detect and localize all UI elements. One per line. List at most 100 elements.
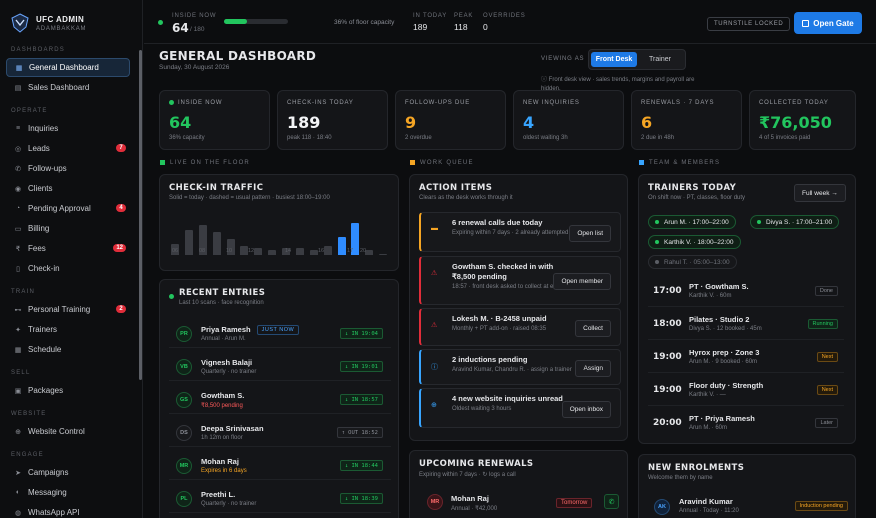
traffic-bar <box>240 245 249 255</box>
stat-sub: peak 118 · 18:40 <box>287 135 332 141</box>
schedule-sub: Divya S. · 12 booked · 45m <box>689 326 762 332</box>
full-week-button[interactable]: Full week → <box>794 184 846 202</box>
overrides-value: 0 <box>483 22 488 32</box>
sidebar-item-label: Website Control <box>28 427 85 436</box>
action-sub: Aravind Kumar, Chandru R. · assign a tra… <box>452 367 572 373</box>
avatar: GS <box>176 392 192 408</box>
trainer-chip[interactable]: Divya S. · 17:00–21:00 <box>750 215 840 229</box>
sidebar-item-trainers[interactable]: ✦ Trainers <box>6 320 130 339</box>
action-item[interactable]: ⚠ Gowtham S. checked in with ₹8,500 pend… <box>419 256 621 305</box>
entry-sub: ₹8,500 pending <box>201 403 243 409</box>
trainer-chip[interactable]: Rahul T. · 05:00–13:00 <box>648 255 737 269</box>
entry-row[interactable]: PR Priya Ramesh JUST NOW Annual · Arun M.… <box>169 320 391 348</box>
entry-row[interactable]: MR Mohan Raj Expires in 6 days ↓ IN 18:4… <box>169 452 391 480</box>
actions-subtitle: Clears as the desk works through it <box>419 195 513 201</box>
sidebar-item-label: Inquiries <box>28 124 59 133</box>
enrolment-sub: Annual · Today · 11:20 <box>679 508 739 514</box>
sidebar-item-follow-ups[interactable]: ✆ Follow-ups <box>6 159 130 178</box>
action-item[interactable]: ⓘ 2 inductions pending Aravind Kumar, Ch… <box>419 349 621 385</box>
stat-value: 9 <box>405 113 417 132</box>
action-button[interactable]: Open inbox <box>561 400 611 418</box>
action-item[interactable]: ⚠ Lokesh M. · B-2458 unpaid Monthly + PT… <box>419 308 621 346</box>
inside-now-value: 64 <box>172 21 189 35</box>
schedule-sub: Arun M. · 9 booked · 60m <box>689 359 758 365</box>
action-button[interactable]: Assign <box>575 359 611 377</box>
action-item[interactable]: ▬ 6 renewal calls due today Expiring wit… <box>419 212 621 252</box>
trainer-chip[interactable]: Karthik V. · 18:00–22:00 <box>648 235 741 249</box>
open-gate-button[interactable]: Open Gate <box>794 12 862 34</box>
action-button[interactable]: Open member <box>553 273 611 290</box>
entry-row[interactable]: GS Gowtham S. ₹8,500 pending ↓ IN 18:57 <box>169 386 391 414</box>
entry-row[interactable]: PL Preethi L. Quarterly · no trainer ↓ I… <box>169 485 391 513</box>
sidebar-item-leads[interactable]: ◎ Leads 7 <box>6 139 130 158</box>
entry-sub: Expires in 6 days <box>201 468 247 474</box>
sidebar-item-clients[interactable]: ◉ Clients <box>6 179 130 198</box>
grid-icon: ▦ <box>15 64 23 72</box>
sidebar-item-inquiries[interactable]: ≡ Inquiries <box>6 119 130 138</box>
view-front-desk-button[interactable]: Front Desk <box>591 52 637 67</box>
traffic-bar <box>254 248 263 255</box>
sidebar-item-check-in[interactable]: ▯ Check-in <box>6 259 130 278</box>
user-icon: ◉ <box>14 185 22 193</box>
sidebar-item-general-dashboard[interactable]: ▦ General Dashboard <box>6 58 130 77</box>
sidebar-scrollbar[interactable] <box>139 50 142 380</box>
traffic-subtitle: Solid = today · dashed = usual pattern ·… <box>169 195 330 201</box>
in-today-value: 189 <box>413 22 428 32</box>
sidebar-item-sales-dashboard[interactable]: ▤ Sales Dashboard <box>6 78 130 97</box>
gate-icon <box>802 19 810 27</box>
schedule-row[interactable]: 18:00 Pilates · Studio 2 Divya S. · 12 b… <box>648 308 844 340</box>
entry-row[interactable]: DS Deepa Srinivasan 1h 12m on floor ↑ OU… <box>169 419 391 447</box>
sidebar-item-packages[interactable]: ▣ Packages <box>6 381 130 400</box>
stat-card[interactable]: NEW INQUIRIES 4 oldest waiting 3h <box>513 90 624 150</box>
calendar-icon: ▦ <box>14 346 22 354</box>
whatsapp-icon: ◍ <box>14 509 22 517</box>
schedule-row[interactable]: 17:00 PT · Gowtham S. Karthik V. · 60m D… <box>648 275 844 307</box>
enrolment-row[interactable]: AK Aravind Kumar Annual · Today · 11:20 … <box>648 493 848 518</box>
sidebar-item-schedule[interactable]: ▦ Schedule <box>6 340 130 359</box>
entry-time-tag: ↓ IN 18:39 <box>339 493 383 504</box>
inside-capacity: / 180 <box>190 26 205 33</box>
sidebar-item-messaging[interactable]: ◐ Messaging <box>6 483 130 502</box>
sidebar-item-campaigns[interactable]: ➤ Campaigns <box>6 463 130 482</box>
log-call-button[interactable]: ✆ <box>604 494 619 509</box>
entry-time-tag: ↓ IN 19:01 <box>339 361 383 372</box>
entry-sub: Annual · Arun M. <box>201 336 246 342</box>
send-icon: ➤ <box>15 469 21 477</box>
entry-row[interactable]: VB Vignesh Balaji Quarterly · no trainer… <box>169 353 391 381</box>
traffic-bar <box>309 250 318 255</box>
schedule-row[interactable]: 19:00 Hyrox prep · Zone 3 Arun M. · 9 bo… <box>648 341 844 373</box>
action-button[interactable]: Open list <box>569 224 611 242</box>
sidebar-item-whatsapp-api[interactable]: ◍ WhatsApp API <box>6 503 130 518</box>
peak-value: 118 <box>454 22 468 32</box>
view-trainer-button[interactable]: Trainer <box>649 56 671 63</box>
sidebar-item-website-control[interactable]: ⊕ Website Control <box>6 422 130 441</box>
warning-icon: ⚠ <box>431 270 438 277</box>
renewal-sub: Annual · ₹42,000 <box>451 506 498 512</box>
trainer-chip[interactable]: Arun M. · 17:00–22:00 <box>648 215 736 229</box>
schedule-status: Done <box>814 286 838 296</box>
schedule-status: Next <box>816 385 838 395</box>
action-title: 2 inductions pending <box>452 355 528 364</box>
sidebar-item-billing[interactable]: ▭ Billing <box>6 219 130 238</box>
count-badge: 7 <box>116 144 126 152</box>
entry-time-tag: ↑ OUT 18:52 <box>336 427 383 438</box>
renewal-row[interactable]: MR Mohan Raj Annual · ₹42,000 Tomorrow ✆ <box>419 487 621 518</box>
brand[interactable]: UFC ADMIN ADAMBAKKAM <box>10 13 86 33</box>
schedule-time: 19:00 <box>653 352 682 362</box>
stat-card[interactable]: CHECK-INS TODAY 189 peak 118 · 18:40 <box>277 90 388 150</box>
sidebar-item-fees[interactable]: ₹ Fees 12 <box>6 239 130 258</box>
schedule-row[interactable]: 19:00 Floor duty · Strength Karthik V. ·… <box>648 374 844 406</box>
stat-card[interactable]: FOLLOW-UPS DUE 9 2 overdue <box>395 90 506 150</box>
stat-sub: 2 due in 48h <box>641 135 675 141</box>
box-icon: ▣ <box>14 387 22 395</box>
stat-card[interactable]: RENEWALS · 7 DAYS 6 2 due in 48h <box>631 90 742 150</box>
schedule-row[interactable]: 20:00 PT · Priya Ramesh Arun M. · 60m La… <box>648 407 844 439</box>
renewals-title: UPCOMING RENEWALS <box>419 459 534 469</box>
sidebar-item-pending-approval[interactable]: ◔ Pending Approval 4 <box>6 199 130 218</box>
sidebar-item-personal-training[interactable]: ⊷ Personal Training 2 <box>6 300 130 319</box>
stat-card[interactable]: INSIDE NOW 64 36% capacity <box>159 90 270 150</box>
stat-value: 64 <box>169 113 192 132</box>
stat-card[interactable]: COLLECTED TODAY ₹76,050 4 of 5 invoices … <box>749 90 856 150</box>
action-item[interactable]: ⊕ 4 new website inquiries unread Oldest … <box>419 388 621 428</box>
action-button[interactable]: Collect <box>575 319 611 337</box>
